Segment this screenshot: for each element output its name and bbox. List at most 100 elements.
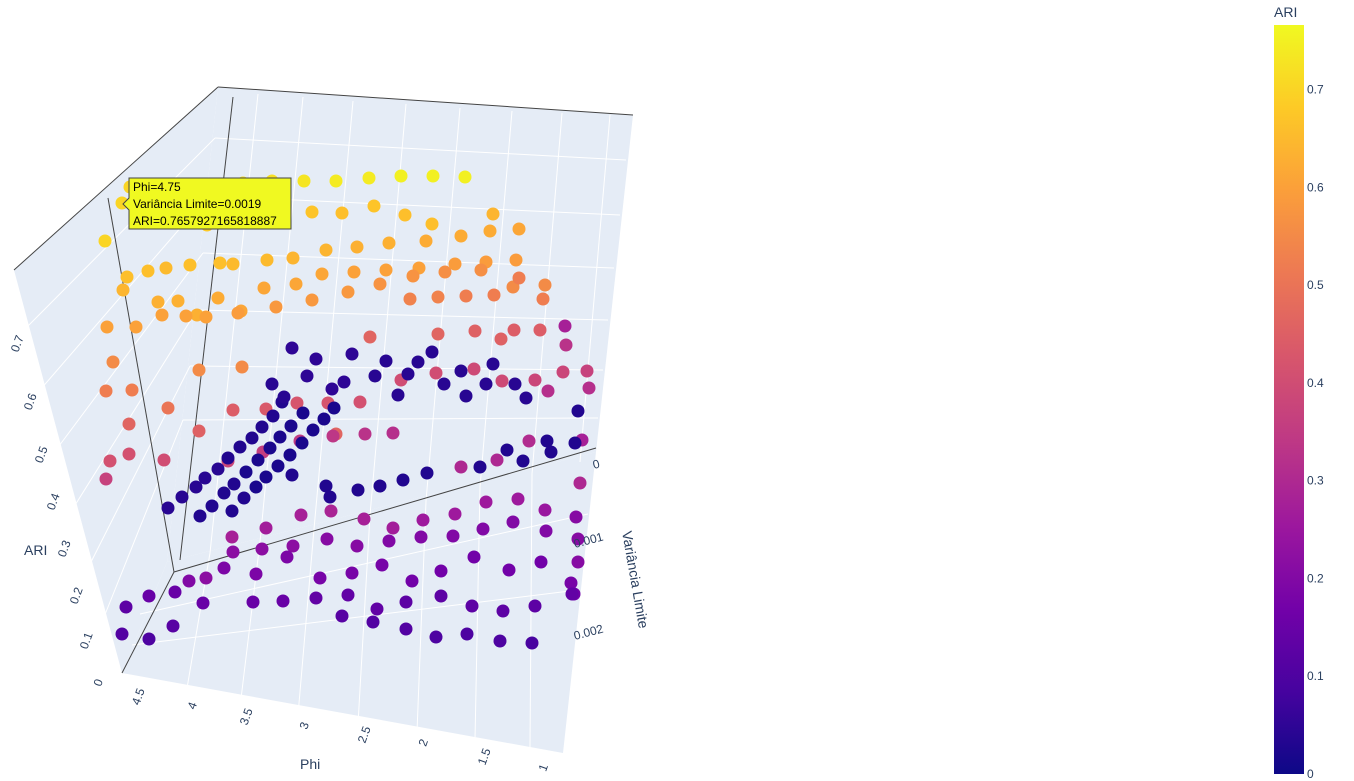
data-point[interactable] <box>528 373 542 387</box>
data-point[interactable] <box>512 271 526 285</box>
data-point[interactable] <box>399 595 413 609</box>
data-point[interactable] <box>571 555 585 569</box>
data-point[interactable] <box>391 388 405 402</box>
data-point[interactable] <box>182 574 196 588</box>
data-point[interactable] <box>434 564 448 578</box>
data-point[interactable] <box>309 352 323 366</box>
data-point[interactable] <box>193 509 207 523</box>
data-point[interactable] <box>249 480 263 494</box>
data-point[interactable] <box>367 199 381 213</box>
data-point[interactable] <box>305 293 319 307</box>
data-point[interactable] <box>269 300 283 314</box>
data-point[interactable] <box>476 522 490 536</box>
data-point[interactable] <box>379 263 393 277</box>
data-point[interactable] <box>483 224 497 238</box>
data-point[interactable] <box>245 431 259 445</box>
data-point[interactable] <box>454 364 468 378</box>
data-point[interactable] <box>315 267 329 281</box>
data-point[interactable] <box>350 539 364 553</box>
data-point[interactable] <box>454 229 468 243</box>
data-point[interactable] <box>345 347 359 361</box>
data-point[interactable] <box>351 483 365 497</box>
data-point[interactable] <box>246 595 260 609</box>
data-point[interactable] <box>426 169 440 183</box>
data-point[interactable] <box>473 460 487 474</box>
data-point[interactable] <box>429 630 443 644</box>
data-point[interactable] <box>225 504 239 518</box>
data-point[interactable] <box>283 448 297 462</box>
data-point[interactable] <box>448 257 462 271</box>
data-point[interactable] <box>565 587 579 601</box>
data-point[interactable] <box>522 434 536 448</box>
data-point[interactable] <box>159 261 173 275</box>
data-point[interactable] <box>386 426 400 440</box>
data-point[interactable] <box>539 524 553 538</box>
data-point[interactable] <box>490 453 504 467</box>
data-point[interactable] <box>313 571 327 585</box>
data-point[interactable] <box>556 365 570 379</box>
data-point[interactable] <box>414 530 428 544</box>
data-point[interactable] <box>276 594 290 608</box>
data-point[interactable] <box>235 360 249 374</box>
data-point[interactable] <box>486 207 500 221</box>
data-point[interactable] <box>259 521 273 535</box>
data-point[interactable] <box>401 367 415 381</box>
data-point[interactable] <box>502 563 516 577</box>
data-point[interactable] <box>192 363 206 377</box>
data-point[interactable] <box>179 309 193 323</box>
data-point[interactable] <box>536 292 550 306</box>
data-point[interactable] <box>454 460 468 474</box>
data-point[interactable] <box>419 234 433 248</box>
data-point[interactable] <box>448 507 462 521</box>
data-point[interactable] <box>373 277 387 291</box>
data-point[interactable] <box>168 585 182 599</box>
data-point[interactable] <box>99 472 113 486</box>
data-point[interactable] <box>519 391 533 405</box>
data-point[interactable] <box>196 596 210 610</box>
data-point[interactable] <box>398 208 412 222</box>
data-point[interactable] <box>509 253 523 267</box>
data-point[interactable] <box>161 501 175 515</box>
data-point[interactable] <box>538 503 552 517</box>
data-point[interactable] <box>486 357 500 371</box>
data-point[interactable] <box>325 382 339 396</box>
data-point[interactable] <box>257 281 271 295</box>
data-point[interactable] <box>406 269 420 283</box>
data-point[interactable] <box>507 323 521 337</box>
data-point[interactable] <box>286 251 300 265</box>
data-point[interactable] <box>467 362 481 376</box>
data-point[interactable] <box>446 529 460 543</box>
data-point[interactable] <box>295 436 309 450</box>
data-point[interactable] <box>260 253 274 267</box>
data-point[interactable] <box>534 555 548 569</box>
data-point[interactable] <box>157 453 171 467</box>
data-point[interactable] <box>411 355 425 369</box>
data-point[interactable] <box>217 561 231 575</box>
data-point[interactable] <box>320 532 334 546</box>
data-point[interactable] <box>294 508 308 522</box>
data-point[interactable] <box>116 283 130 297</box>
data-point[interactable] <box>370 602 384 616</box>
data-point[interactable] <box>199 571 213 585</box>
data-point[interactable] <box>434 589 448 603</box>
data-point[interactable] <box>425 217 439 231</box>
data-point[interactable] <box>479 495 493 509</box>
data-point[interactable] <box>394 169 408 183</box>
data-point[interactable] <box>465 599 479 613</box>
data-point[interactable] <box>142 589 156 603</box>
data-point[interactable] <box>227 477 241 491</box>
data-point[interactable] <box>259 470 273 484</box>
data-point[interactable] <box>263 441 277 455</box>
data-point[interactable] <box>317 412 331 426</box>
data-point[interactable] <box>284 419 298 433</box>
data-point[interactable] <box>141 264 155 278</box>
data-point[interactable] <box>251 453 265 467</box>
data-point[interactable] <box>495 374 509 388</box>
data-point[interactable] <box>296 406 310 420</box>
data-point[interactable] <box>500 443 514 457</box>
data-point[interactable] <box>493 634 507 648</box>
data-point[interactable] <box>405 574 419 588</box>
data-point[interactable] <box>458 170 472 184</box>
data-point[interactable] <box>233 440 247 454</box>
